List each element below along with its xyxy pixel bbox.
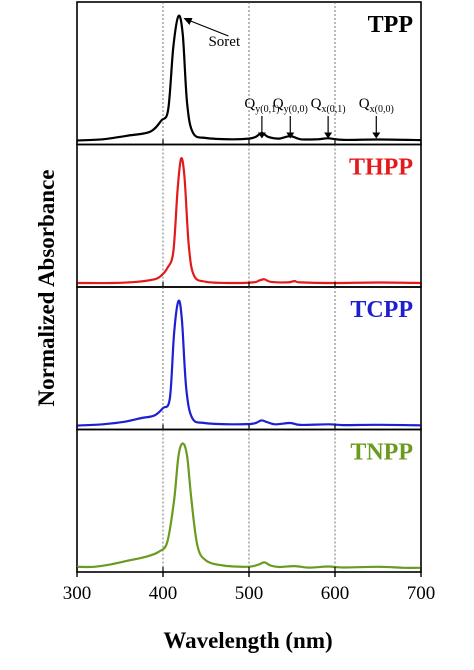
annotation-arrowhead [324,132,333,139]
annotation-arrow [185,18,229,37]
panel-tpp: TPP Soret Qy(0,1)Qy(0,0) Qx(0,1) Qx(0,0) [76,1,422,146]
spectrum-tcpp [76,299,422,427]
annotation-label: Soret [208,34,240,50]
annotation-y01: Qy(0,1) [244,96,279,139]
panel-tnpp: TNPP [76,428,422,573]
annotation-arrowhead [286,132,295,139]
spectrum-tnpp [76,442,422,569]
annotation-arrowhead [257,132,266,139]
x-tick-label-400: 400 [149,583,178,604]
annotation-label: Qy(0,1) [244,96,279,115]
annotation-label: Qx(0,0) [359,96,394,115]
x-tick-label-300: 300 [63,583,92,604]
x-axis: 300 400 500 600 700 [63,572,436,604]
spectrum-thpp [76,157,422,285]
panel-thpp: THPP [76,143,422,288]
annotation-y00: Qy(0,0) [273,96,308,139]
annotation-label: Qy(0,0) [273,96,308,115]
spectrum-tpp [76,14,422,142]
panel-label-thpp: THPP [349,155,413,181]
panel-label-tpp: TPP [368,12,413,38]
x-axis-title: Wavelength (nm) [163,628,332,653]
annotation-soret: Soret [183,18,241,50]
x-tick-label-500: 500 [235,583,264,604]
annotation-label: Qx(0,1) [311,96,346,115]
panel-label-tcpp: TCPP [350,297,413,323]
panels: TPP Soret Qy(0,1)Qy(0,0) Qx(0,1) Qx(0,0) THPP… [76,1,422,573]
panel-label-tnpp: TNPP [350,440,413,466]
annotation-x00: Qx(0,0) [359,96,394,139]
x-tick-label-600: 600 [321,583,350,604]
x-tick-label-700: 700 [407,583,436,604]
annotation-arrowhead [372,132,381,139]
annotation-arrowhead [183,18,193,25]
annotation-x01: Qx(0,1) [311,96,346,139]
y-axis-title: Normalized Absorbance [34,169,59,406]
panel-tcpp: TCPP [76,286,422,431]
